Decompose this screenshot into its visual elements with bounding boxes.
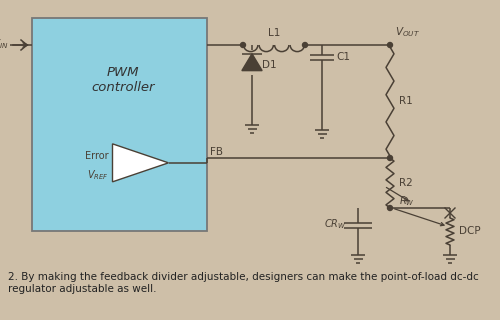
Text: C1: C1 [336,52,350,62]
Circle shape [302,43,308,47]
Text: $V_{OUT}$: $V_{OUT}$ [395,25,420,39]
Circle shape [388,156,392,161]
Text: 2. By making the feedback divider adjustable, designers can make the point-of-lo: 2. By making the feedback divider adjust… [8,272,479,294]
Text: L1: L1 [268,28,280,38]
Text: PWM
controller: PWM controller [91,66,155,94]
Text: $CR_W$: $CR_W$ [324,217,346,231]
Polygon shape [112,144,168,182]
Circle shape [388,43,392,47]
Bar [32,18,207,231]
Text: FB: FB [210,147,223,157]
Text: Error: Error [85,151,108,161]
Text: $R_W$: $R_W$ [399,194,414,208]
Text: D1: D1 [262,60,276,70]
Text: R1: R1 [399,97,413,107]
Text: $V_{IN}$: $V_{IN}$ [0,37,8,51]
Circle shape [240,43,246,47]
Text: $V_{REF}$: $V_{REF}$ [87,168,108,182]
Text: R2: R2 [399,178,413,188]
Circle shape [388,205,392,211]
Text: DCP: DCP [459,227,480,236]
Polygon shape [242,54,262,71]
